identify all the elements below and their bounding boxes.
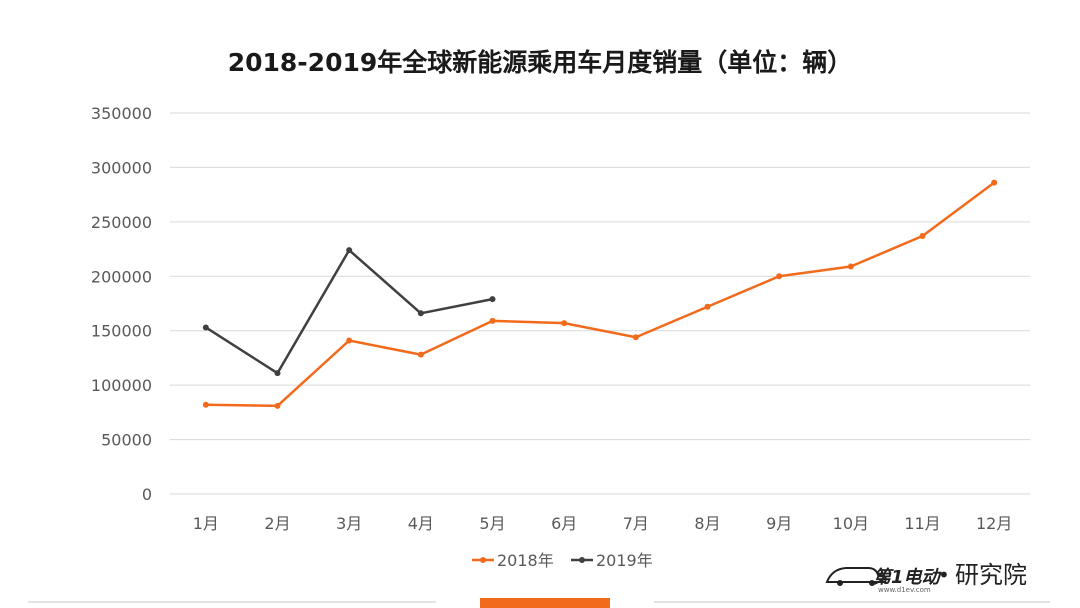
x-tick-label: 12月 bbox=[976, 514, 1012, 533]
data-point bbox=[919, 233, 926, 240]
legend-label: 2018年 bbox=[497, 551, 554, 570]
data-point bbox=[417, 310, 424, 317]
data-point bbox=[202, 401, 209, 408]
x-tick-label: 3月 bbox=[336, 514, 362, 533]
data-point bbox=[776, 273, 783, 280]
x-tick-label: 6月 bbox=[551, 514, 577, 533]
data-point bbox=[704, 303, 711, 310]
data-point bbox=[991, 179, 998, 186]
y-tick-label: 350000 bbox=[91, 104, 152, 123]
series-2 bbox=[202, 247, 496, 377]
y-tick-label: 50000 bbox=[101, 431, 152, 450]
legend-swatch-marker bbox=[579, 557, 585, 563]
x-tick-label: 5月 bbox=[479, 514, 505, 533]
series-line bbox=[204, 181, 996, 408]
data-point bbox=[274, 402, 281, 409]
data-point bbox=[489, 296, 496, 303]
data-point bbox=[346, 247, 353, 254]
x-tick-label: 11月 bbox=[904, 514, 940, 533]
legend-label: 2019年 bbox=[596, 551, 653, 570]
data-point bbox=[274, 370, 281, 377]
brand-institute: 研究院 bbox=[955, 561, 1027, 589]
legend-swatch-marker bbox=[480, 557, 486, 563]
x-tick-label: 8月 bbox=[694, 514, 720, 533]
x-tick-label: 7月 bbox=[623, 514, 649, 533]
data-point bbox=[847, 263, 854, 270]
legend-item: 2019年 bbox=[571, 551, 653, 570]
data-point bbox=[632, 334, 639, 341]
x-tick-label: 10月 bbox=[833, 514, 869, 533]
x-tick-label: 4月 bbox=[408, 514, 434, 533]
footer-accent-bar bbox=[480, 598, 610, 608]
x-axis-ticks: 1月 2月 3月 4月 5月 6月 7月 8月 9月 10月 11月 12月 bbox=[193, 514, 1013, 533]
data-point bbox=[202, 324, 209, 331]
y-tick-label: 100000 bbox=[91, 376, 152, 395]
brand-logo-url: www.d1ev.com bbox=[878, 586, 931, 594]
brand-logo-text: 第1电动 bbox=[873, 567, 943, 588]
legend-item: 2018年 bbox=[472, 551, 554, 570]
x-tick-label: 2月 bbox=[264, 514, 290, 533]
x-tick-label: 1月 bbox=[193, 514, 219, 533]
y-tick-label: 250000 bbox=[91, 213, 152, 232]
series-line bbox=[204, 248, 494, 375]
brand-dot: • bbox=[938, 563, 950, 587]
y-tick-label: 150000 bbox=[91, 322, 152, 341]
y-tick-label: 300000 bbox=[91, 158, 152, 177]
chart-title: 2018-2019年全球新能源乘用车月度销量（单位：辆） bbox=[228, 48, 853, 77]
series-1 bbox=[202, 179, 998, 409]
car-icon bbox=[825, 567, 887, 586]
grid-lines bbox=[170, 112, 1030, 495]
data-point bbox=[346, 337, 353, 344]
data-point bbox=[417, 351, 424, 358]
x-tick-label: 9月 bbox=[766, 514, 792, 533]
series-layer bbox=[202, 179, 998, 409]
brand-logo: 第1电动 www.d1ev.com • 研究院 bbox=[825, 561, 1027, 594]
data-point bbox=[561, 320, 568, 327]
data-point bbox=[489, 317, 496, 324]
y-tick-label: 200000 bbox=[91, 267, 152, 286]
y-tick-label: 0 bbox=[142, 485, 152, 504]
legend: 2018年 2019年 bbox=[472, 551, 653, 570]
y-axis-ticks: 0 50000 100000 150000 200000 250000 300000 3500… bbox=[91, 104, 152, 504]
